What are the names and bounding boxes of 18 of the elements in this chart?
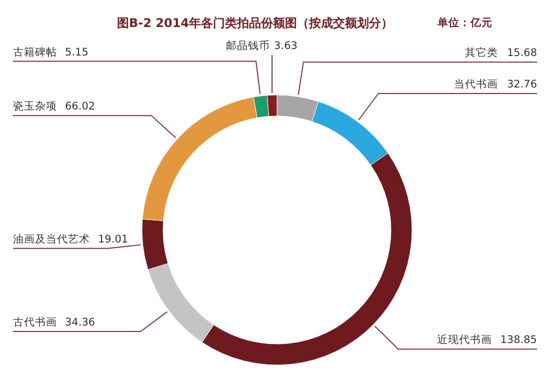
data-label: 3.63 — [274, 40, 298, 52]
slice-label: 近现代书画 — [436, 333, 492, 346]
slice-label: 油画及当代艺术 — [13, 232, 90, 246]
chart-title: 图B-2 2014年各门类拍品份额图（按成交额划分） — [116, 16, 394, 30]
data-label: 66.02 — [65, 100, 96, 113]
text: 单位：亿元 — [436, 16, 492, 29]
data-label: 138.85 — [500, 334, 537, 346]
data-label: 19.01 — [98, 233, 128, 246]
slice-label: 其它类 — [465, 46, 498, 60]
slice-label: 古代书画 — [13, 316, 57, 329]
slice-label: 邮品钱币 — [226, 39, 270, 52]
data-label: 34.36 — [65, 316, 96, 329]
data-label: 32.76 — [506, 78, 538, 90]
data-label: 15.68 — [506, 47, 537, 60]
slice-label: 古籍碑帖 — [13, 45, 57, 58]
slice-label: 瓷玉杂项 — [13, 100, 57, 113]
data-label: 5.15 — [65, 46, 88, 58]
slice-label: 当代书画 — [454, 77, 498, 90]
